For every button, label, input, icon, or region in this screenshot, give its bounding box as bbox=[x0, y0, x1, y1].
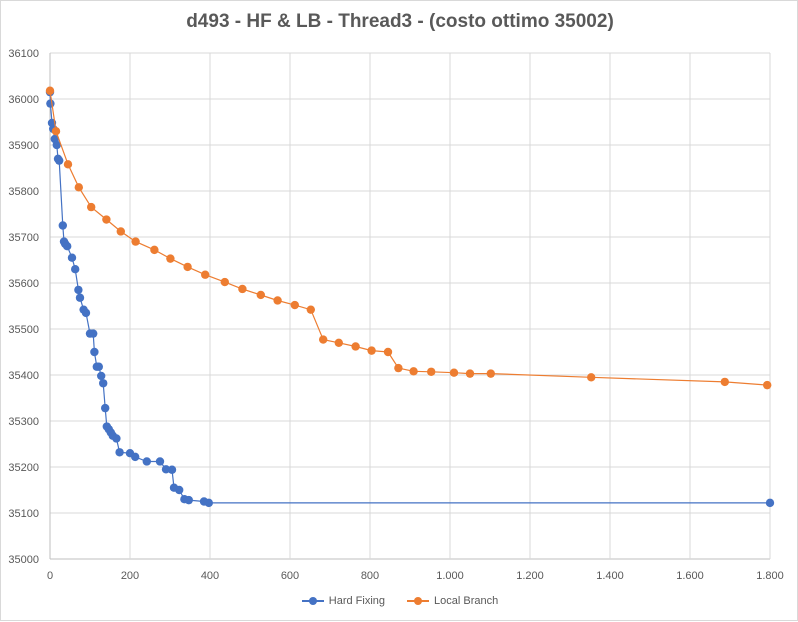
chart-title: d493 - HF & LB - Thread3 - (costo ottimo… bbox=[186, 11, 614, 32]
data-point-hard-fixing bbox=[46, 99, 55, 108]
data-point-local-branch bbox=[183, 262, 192, 272]
data-point-local-branch bbox=[334, 338, 343, 347]
x-tick-label: 600 bbox=[281, 570, 299, 582]
y-tick-label: 35100 bbox=[8, 508, 39, 520]
y-tick-label: 35400 bbox=[8, 370, 39, 382]
data-point-local-branch bbox=[449, 368, 459, 377]
y-tick-label: 35200 bbox=[8, 462, 39, 474]
data-point-hard-fixing bbox=[175, 485, 184, 495]
y-tick-label: 35800 bbox=[8, 186, 39, 198]
data-point-hard-fixing bbox=[204, 498, 213, 508]
data-point-local-branch bbox=[427, 367, 436, 376]
data-point-local-branch bbox=[367, 346, 376, 355]
data-point-local-branch bbox=[409, 367, 418, 376]
x-tick-label: 400 bbox=[201, 570, 219, 582]
data-point-hard-fixing bbox=[167, 465, 177, 474]
data-point-local-branch bbox=[166, 254, 175, 263]
data-point-local-branch bbox=[720, 377, 729, 387]
data-point-local-branch bbox=[150, 245, 159, 255]
data-point-local-branch bbox=[351, 342, 360, 351]
data-point-local-branch bbox=[102, 215, 111, 224]
legend-swatch-local-branch bbox=[407, 596, 430, 606]
y-tick-label: 35000 bbox=[8, 554, 39, 566]
data-point-hard-fixing bbox=[62, 242, 72, 251]
data-point-hard-fixing bbox=[90, 347, 99, 357]
x-tick-label: 1.600 bbox=[676, 570, 704, 582]
legend: Hard Fixing Local Branch bbox=[1, 595, 798, 607]
data-point-hard-fixing bbox=[161, 465, 171, 474]
data-point-hard-fixing bbox=[94, 362, 104, 371]
data-point-hard-fixing bbox=[142, 457, 151, 466]
y-tick-label: 35500 bbox=[8, 324, 39, 336]
data-point-hard-fixing bbox=[55, 156, 64, 165]
data-point-local-branch bbox=[45, 86, 55, 95]
data-point-local-branch bbox=[220, 277, 229, 287]
data-point-hard-fixing bbox=[115, 448, 124, 457]
y-tick-label: 35700 bbox=[8, 232, 39, 244]
data-point-hard-fixing bbox=[99, 379, 108, 388]
y-tick-label: 35900 bbox=[8, 140, 39, 152]
x-tick-label: 1.800 bbox=[756, 570, 784, 582]
data-point-hard-fixing bbox=[71, 265, 80, 274]
data-point-local-branch bbox=[306, 305, 315, 314]
data-point-hard-fixing bbox=[765, 498, 775, 508]
y-tick-label: 36000 bbox=[8, 94, 39, 106]
data-point-hard-fixing bbox=[89, 329, 98, 338]
data-point-local-branch bbox=[238, 284, 247, 294]
data-point-hard-fixing bbox=[81, 308, 91, 318]
data-point-local-branch bbox=[383, 347, 393, 357]
data-point-local-branch bbox=[116, 227, 126, 236]
data-point-local-branch bbox=[74, 183, 84, 192]
data-point-local-branch bbox=[131, 237, 140, 246]
data-point-hard-fixing bbox=[131, 452, 140, 462]
data-point-hard-fixing bbox=[184, 495, 193, 505]
data-point-hard-fixing bbox=[112, 434, 121, 443]
data-point-local-branch bbox=[465, 369, 475, 378]
x-tick-label: 0 bbox=[47, 570, 53, 582]
data-point-hard-fixing bbox=[74, 285, 83, 295]
data-point-local-branch bbox=[290, 300, 299, 310]
x-tick-label: 1.200 bbox=[516, 570, 544, 582]
data-point-local-branch bbox=[486, 369, 495, 378]
data-point-hard-fixing bbox=[155, 457, 165, 466]
legend-swatch-hard-fixing bbox=[301, 596, 324, 606]
data-point-hard-fixing bbox=[75, 293, 85, 302]
data-point-local-branch bbox=[201, 270, 210, 279]
data-point-local-branch bbox=[763, 380, 772, 390]
series-line-local-branch bbox=[49, 90, 768, 386]
data-point-local-branch bbox=[394, 363, 403, 373]
series-line-hard-fixing bbox=[49, 92, 770, 504]
data-point-local-branch bbox=[319, 335, 328, 344]
data-point-local-branch bbox=[587, 373, 596, 382]
data-point-local-branch bbox=[63, 160, 73, 169]
x-tick-label: 200 bbox=[121, 570, 139, 582]
data-point-hard-fixing bbox=[101, 403, 110, 413]
data-point-local-branch bbox=[87, 202, 96, 212]
legend-item-local-branch: Local Branch bbox=[407, 595, 498, 607]
data-point-hard-fixing bbox=[97, 371, 106, 381]
data-point-local-branch bbox=[51, 127, 61, 136]
data-point-hard-fixing bbox=[52, 140, 61, 150]
x-tick-label: 800 bbox=[361, 570, 379, 582]
x-tick-label: 1.000 bbox=[436, 570, 464, 582]
y-tick-label: 36100 bbox=[8, 48, 39, 60]
x-tick-label: 1.400 bbox=[596, 570, 624, 582]
data-point-hard-fixing bbox=[67, 253, 77, 262]
y-tick-label: 35600 bbox=[8, 278, 39, 290]
data-point-local-branch bbox=[256, 290, 265, 300]
legend-label-hard-fixing: Hard Fixing bbox=[328, 595, 386, 607]
y-tick-label: 35300 bbox=[8, 416, 39, 428]
data-point-hard-fixing bbox=[58, 221, 67, 230]
legend-item-hard-fixing: Hard Fixing bbox=[301, 595, 386, 607]
legend-label-local-branch: Local Branch bbox=[434, 595, 499, 607]
data-point-local-branch bbox=[273, 296, 282, 305]
